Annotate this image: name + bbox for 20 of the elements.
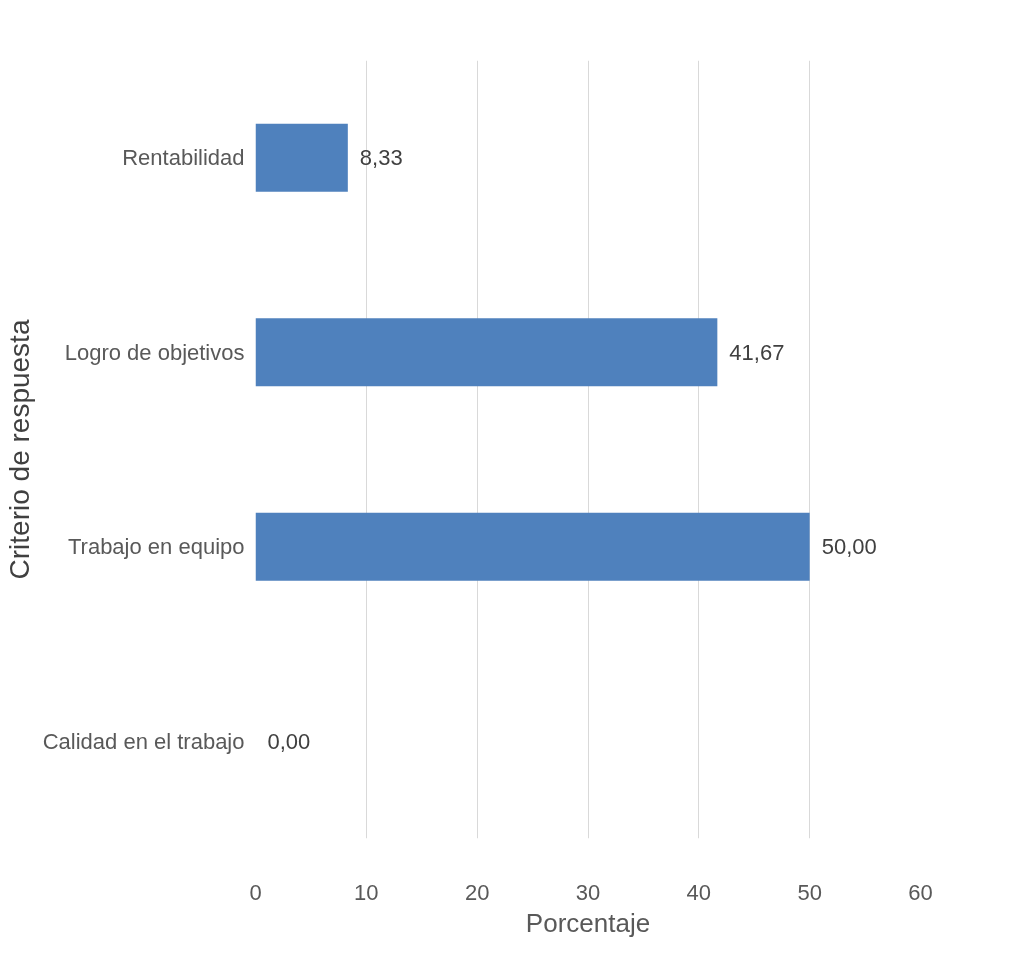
x-tick-label: 50 <box>797 879 822 905</box>
y-tick-label: Rentabilidad <box>122 145 245 171</box>
data-label: 50,00 <box>821 534 877 560</box>
x-tick-label: 60 <box>908 879 933 905</box>
x-tick-label: 40 <box>686 879 712 905</box>
bar <box>255 123 348 192</box>
x-tick-label: 30 <box>575 879 601 905</box>
x-tick-label: 0 <box>249 879 262 905</box>
y-tick-label: Trabajo en equipo <box>67 534 245 560</box>
x-tick-label: 10 <box>354 879 379 905</box>
y-tick-label: Calidad en el trabajo <box>42 728 245 754</box>
y-axis-title: Criterio de respuesta <box>3 319 35 580</box>
x-axis-title: Porcentaje <box>525 907 651 938</box>
data-label: 41,67 <box>729 339 785 365</box>
y-tick-label: Logro de objetivos <box>64 339 245 365</box>
bar <box>255 318 718 387</box>
x-tick-label: 20 <box>464 879 490 905</box>
bar <box>255 512 810 581</box>
data-label: 8,33 <box>359 145 403 171</box>
data-label: 0,00 <box>267 728 311 754</box>
